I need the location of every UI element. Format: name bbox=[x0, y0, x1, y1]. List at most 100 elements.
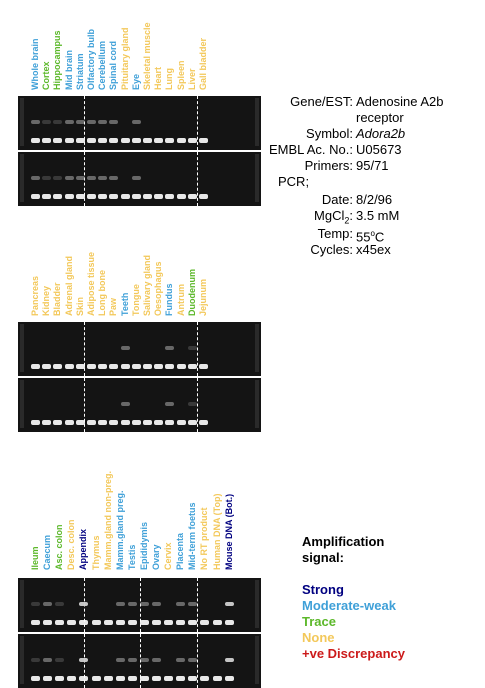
primer-band bbox=[87, 364, 96, 369]
primer-band bbox=[165, 364, 175, 369]
lane-label: Mamm.gland non-preg. bbox=[102, 471, 113, 570]
info-value-temp: 55oC bbox=[356, 226, 384, 245]
legend-item: None bbox=[302, 630, 335, 645]
primer-band bbox=[176, 676, 186, 681]
lane-label: Eye bbox=[130, 73, 141, 90]
product-band bbox=[98, 120, 108, 124]
info-key-gene: Gene/EST: bbox=[290, 94, 353, 109]
gel-divider bbox=[84, 96, 85, 150]
ladder-lane bbox=[255, 580, 259, 628]
product-band bbox=[109, 120, 119, 124]
info-key-temp: Temp: bbox=[317, 226, 353, 241]
lane-label: Jejunum bbox=[198, 278, 208, 316]
gel-divider bbox=[197, 322, 198, 376]
lane-label: No RT product bbox=[199, 507, 210, 571]
lane-label: Liver bbox=[186, 68, 197, 90]
gel-image bbox=[18, 152, 261, 206]
info-key-symbol: Symbol: bbox=[306, 126, 353, 141]
primer-band bbox=[109, 420, 119, 425]
primer-band bbox=[199, 364, 208, 369]
product-band bbox=[53, 120, 63, 124]
info-key-cycles: Cycles: bbox=[310, 242, 353, 257]
lane-label: Teeth bbox=[119, 292, 130, 316]
gel-divider bbox=[140, 578, 141, 632]
temp-number: 55 bbox=[356, 229, 371, 245]
product-band bbox=[224, 602, 234, 606]
legend-item: Strong bbox=[302, 582, 344, 597]
lane-label: Oesophagus bbox=[153, 261, 164, 316]
primer-band bbox=[91, 676, 101, 681]
lane-label: Kidney bbox=[41, 285, 52, 316]
primer-band bbox=[87, 194, 96, 199]
product-band bbox=[139, 658, 149, 662]
primer-band bbox=[115, 620, 125, 625]
lane-label: Antrum bbox=[175, 284, 186, 316]
lane-label: Adrenal gland bbox=[63, 255, 74, 316]
primer-band bbox=[176, 620, 186, 625]
lane-label: Caecum bbox=[42, 534, 53, 570]
ladder-lane bbox=[20, 324, 24, 372]
lane-label: Bladder bbox=[52, 282, 63, 316]
product-band bbox=[176, 602, 186, 606]
lane-label: Testis bbox=[126, 544, 137, 570]
info-value-gene: Adenosine A2b bbox=[356, 94, 444, 109]
product-band bbox=[188, 602, 198, 606]
product-band bbox=[64, 176, 74, 180]
primer-band bbox=[67, 620, 77, 625]
lane-label: Heart bbox=[153, 66, 164, 90]
primer-band bbox=[188, 620, 198, 625]
primer-band bbox=[64, 420, 74, 425]
legend-items: Strong Moderate-weak Trace None +ve Discrepa… bbox=[302, 582, 405, 662]
lane-label: Striatum bbox=[74, 53, 85, 90]
primer-band bbox=[187, 194, 197, 199]
lane-label: Hippocampus bbox=[52, 30, 63, 90]
primer-band bbox=[188, 676, 198, 681]
product-band bbox=[109, 176, 119, 180]
lane-label: Adipose tissue bbox=[86, 251, 96, 316]
product-band bbox=[98, 176, 108, 180]
primer-band bbox=[127, 676, 137, 681]
product-band bbox=[55, 658, 65, 662]
primer-band bbox=[187, 364, 197, 369]
product-band bbox=[75, 120, 85, 124]
lane-label: Paw bbox=[108, 297, 119, 316]
info-value-date: 8/2/96 bbox=[356, 192, 393, 207]
primer-band bbox=[42, 420, 52, 425]
lane-label: Cerebellum bbox=[97, 40, 108, 90]
primer-band bbox=[53, 420, 63, 425]
info-value-cycles: x45ex bbox=[356, 242, 391, 257]
gel-divider bbox=[197, 634, 198, 688]
product-band bbox=[43, 602, 53, 606]
primer-band bbox=[164, 676, 174, 681]
lane-label: Skeletal muscle bbox=[142, 22, 152, 90]
product-band bbox=[127, 658, 137, 662]
primer-band bbox=[103, 676, 113, 681]
primer-band bbox=[164, 620, 174, 625]
primer-band bbox=[98, 364, 108, 369]
legend-title-2: signal: bbox=[302, 550, 344, 565]
gel-divider bbox=[197, 378, 198, 432]
primer-band bbox=[143, 138, 152, 143]
primer-band bbox=[143, 364, 152, 369]
primer-band bbox=[64, 364, 74, 369]
gel-divider bbox=[84, 378, 85, 432]
ladder-lane bbox=[255, 154, 259, 202]
product-band bbox=[42, 120, 52, 124]
primer-band bbox=[42, 138, 52, 143]
product-band bbox=[115, 602, 125, 606]
ladder-lane bbox=[20, 154, 24, 202]
primer-band bbox=[143, 420, 152, 425]
primer-band bbox=[139, 620, 149, 625]
primer-band bbox=[64, 194, 74, 199]
product-band bbox=[139, 602, 149, 606]
lane-label: Salivary gland bbox=[142, 254, 152, 316]
primer-band bbox=[143, 194, 152, 199]
primer-band bbox=[200, 620, 210, 625]
primer-band bbox=[165, 420, 175, 425]
product-band bbox=[152, 602, 161, 606]
primer-band bbox=[75, 138, 85, 143]
info-key-primers: Primers: bbox=[304, 158, 353, 173]
product-band bbox=[87, 176, 96, 180]
product-band bbox=[64, 120, 74, 124]
